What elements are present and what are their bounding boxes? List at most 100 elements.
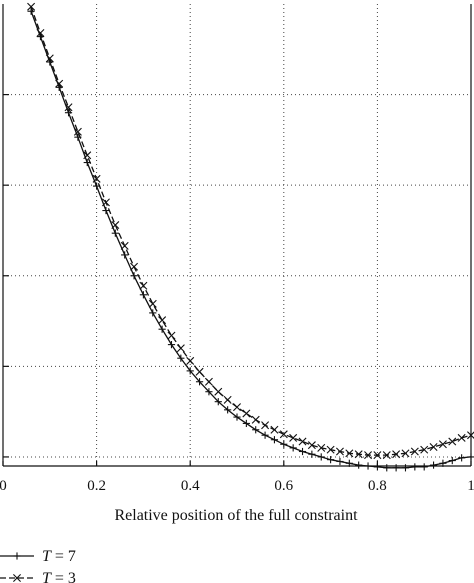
series-1-point-43 (429, 442, 438, 451)
series-1-point-27 (279, 430, 288, 439)
series-1-point-8 (101, 198, 110, 207)
series-1-point-35-b (354, 450, 363, 459)
series-1 (27, 2, 474, 460)
series-1-point-10-b (120, 241, 129, 250)
series-0-point-46 (458, 454, 466, 462)
legend-marker-0 (13, 552, 21, 560)
series-1-point-22 (233, 403, 241, 412)
series-1-point-29 (298, 437, 307, 446)
series-1-point-44-b (438, 440, 447, 449)
series-1-point-20 (214, 387, 223, 396)
legend: T = 7 T = 3 (0, 548, 76, 583)
series-1-point-40 (401, 449, 410, 458)
series-1-point-18 (195, 367, 204, 376)
series-0-point-8 (102, 206, 110, 215)
series-1-point-5 (73, 127, 82, 136)
x-tick-label-5: 1 (467, 478, 474, 494)
series-1-point-26-b (270, 425, 279, 434)
series-1-point-11-b (130, 262, 139, 271)
series-0-point-32 (327, 456, 335, 464)
series-0 (27, 7, 474, 472)
x-tick-label-2: 0.4 (181, 478, 200, 494)
legend-item-0: T = 7 (0, 548, 76, 565)
series-1-point-30 (307, 441, 316, 450)
series-1-point-45-b (448, 437, 457, 446)
series-1-point-32 (326, 445, 335, 454)
series-1-point-44 (438, 440, 447, 449)
series-1-point-42 (420, 445, 429, 454)
x-tick-label-4: 0.8 (368, 478, 387, 494)
series-1-point-36 (364, 451, 373, 460)
series-1-point-29-b (298, 437, 307, 446)
series-1-point-32-b (326, 445, 335, 454)
series-1-point-34-b (345, 449, 354, 458)
series-1-point-13-b (148, 299, 157, 308)
series-0-point-0 (27, 7, 35, 15)
series-1-point-5-b (73, 127, 82, 136)
grid-lines (3, 4, 471, 466)
series-0-point-41 (411, 463, 419, 471)
series-1-point-18-b (195, 367, 204, 376)
series-1-point-25 (261, 421, 270, 430)
series-0-point-43 (429, 461, 438, 469)
series-1-point-9-b (111, 221, 120, 230)
series-0-point-12 (139, 291, 147, 299)
series-1-point-40-b (401, 449, 410, 458)
x-tick-labels: 0 0.2 0.4 0.6 0.8 1 (0, 478, 474, 494)
series-1-point-31-b (317, 443, 326, 452)
series-1-point-46-b (457, 433, 466, 442)
series-0-point-15 (167, 341, 176, 349)
series-1-point-20-b (214, 387, 223, 396)
series-1-point-24 (251, 415, 260, 424)
series-1-point-9 (111, 221, 120, 230)
series-1-point-26 (270, 425, 279, 434)
series-1-point-35 (354, 450, 363, 459)
plot-axes (2, 4, 472, 467)
series-1-point-2 (45, 54, 54, 63)
legend-marker-1 (13, 574, 21, 582)
series-1-point-12-b (139, 281, 148, 290)
series-0-point-10 (121, 251, 129, 259)
series-1-point-38-b (382, 451, 391, 460)
series-0-point-13 (149, 309, 157, 317)
series-0-point-38 (383, 464, 391, 472)
series-1-point-2-b (45, 54, 54, 63)
legend-label-1: T = 3 (42, 570, 76, 583)
series-1-point-30-b (307, 441, 316, 450)
x-axis-label: Relative position of the full constraint (114, 507, 358, 524)
series-1-point-31 (317, 443, 326, 452)
series-0-point-31 (317, 453, 325, 461)
series-1-point-33 (335, 447, 344, 456)
series-0-point-23 (242, 419, 250, 428)
series-1-point-10 (120, 241, 129, 250)
series-1-point-21-b (223, 395, 232, 404)
series-1-point-16-b (176, 344, 185, 353)
series-1-point-22-b (233, 403, 241, 412)
series-0-point-20 (214, 398, 222, 406)
x-tick-label-3: 0.6 (274, 478, 293, 494)
series-0-point-22 (233, 413, 241, 421)
series-1-point-1-b (36, 28, 45, 37)
series-1-point-14-b (158, 316, 167, 325)
series-1-point-27-b (279, 430, 288, 439)
series-1-point-6 (83, 151, 92, 160)
series-1-point-39 (392, 450, 401, 459)
legend-marker-1-b (13, 574, 21, 582)
series-0-point-11 (130, 272, 138, 280)
series-1-point-23-b (242, 409, 251, 418)
series-0-point-36 (364, 462, 372, 470)
series-0-point-37 (373, 463, 381, 471)
series-0-point-34 (345, 459, 353, 467)
series-1-point-28-b (289, 433, 298, 442)
series-1-point-15-b (167, 331, 176, 340)
series-1-point-46 (457, 433, 466, 442)
series-0-point-35 (355, 461, 363, 469)
series-1-point-11 (130, 262, 139, 271)
series-1-point-39-b (392, 450, 401, 459)
series-1-point-3 (55, 79, 64, 88)
series-1-point-47 (467, 431, 474, 440)
series-1-point-13 (148, 299, 157, 308)
series-1-point-34 (345, 449, 354, 458)
series-0-point-27 (280, 440, 288, 448)
